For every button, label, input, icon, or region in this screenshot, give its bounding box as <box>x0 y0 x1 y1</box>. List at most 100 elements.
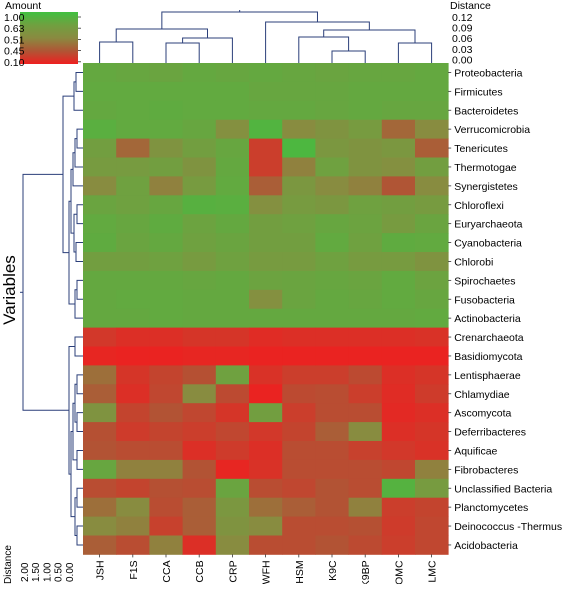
heatmap-cell <box>249 384 283 404</box>
heatmap-cell <box>282 327 316 347</box>
heatmap-cell <box>249 138 283 158</box>
row-label: Chlamydiae <box>454 389 510 401</box>
heatmap-cell <box>348 327 383 347</box>
left-distance-title: Distance <box>3 545 14 584</box>
dendrogram-branch <box>99 41 134 63</box>
heatmap-cell <box>415 497 449 517</box>
heatmap-cell <box>282 63 316 83</box>
heatmap-cell <box>415 270 449 291</box>
heatmap-cell <box>182 535 217 555</box>
heatmap-cell <box>83 157 117 177</box>
heatmap-cell <box>215 138 250 158</box>
heatmap-cell <box>381 157 416 177</box>
heatmap-cell <box>282 289 316 310</box>
heatmap-cell <box>315 459 349 480</box>
heatmap-cell <box>249 403 283 423</box>
column-label: CCA <box>161 560 173 582</box>
heatmap-cell <box>315 157 349 177</box>
heatmap-cell <box>249 195 283 215</box>
column-label: F1S <box>128 560 140 579</box>
heatmap-cell <box>381 535 416 555</box>
heatmap-cell <box>215 459 250 480</box>
heatmap-cell <box>182 233 217 253</box>
heatmap-cell <box>182 252 217 272</box>
heatmap-cell <box>249 346 283 366</box>
heatmap-cell <box>348 119 383 139</box>
heatmap-cell <box>381 516 416 536</box>
heatmap-cell <box>182 441 217 461</box>
heatmap-cell <box>182 100 217 121</box>
heatmap-cell <box>381 327 416 347</box>
dendrogram-branch <box>397 42 433 63</box>
row-label: Firmicutes <box>454 86 502 98</box>
dendrogram-branch <box>331 50 366 63</box>
heatmap-cell <box>348 459 383 480</box>
heatmap-cell <box>282 365 316 385</box>
heatmap-cell <box>315 441 349 461</box>
column-labels: JSH F1S CCA CCB CRP WFH HSM K9C K9BP OMC LMC <box>95 554 439 587</box>
dendrogram-branch <box>22 173 69 411</box>
row-label: Deferribacteres <box>454 427 526 439</box>
heatmap-cell <box>116 441 150 461</box>
heatmap-cell <box>149 459 183 480</box>
heatmap-cell <box>249 176 283 196</box>
heatmap-cell <box>116 63 150 83</box>
heatmap-cell <box>215 365 250 385</box>
top-distance-tick-label: 0.06 <box>452 33 473 45</box>
row-label: Fusobacteria <box>454 294 515 306</box>
heatmap-cell <box>83 100 117 121</box>
heatmap-cell <box>348 422 383 442</box>
heatmap-cell <box>116 459 150 480</box>
heatmap-cell <box>83 516 117 536</box>
heatmap-cell <box>282 346 316 366</box>
heatmap-cell <box>182 157 217 177</box>
heatmap-cell <box>249 327 283 347</box>
heatmap-cell <box>116 535 150 555</box>
heatmap-cell <box>83 308 117 328</box>
heatmap-cell <box>83 81 117 102</box>
heatmap-cell <box>215 214 250 234</box>
dendrogram-branch <box>76 374 83 395</box>
column-label: JSH <box>95 560 107 580</box>
heatmap-cell <box>415 403 449 423</box>
heatmap-cell <box>249 100 283 121</box>
heatmap-cell <box>149 119 183 139</box>
heatmap-cell <box>83 270 117 291</box>
heatmap-cell <box>415 308 449 328</box>
heatmap-cell <box>249 119 283 139</box>
heatmap-cell <box>215 233 250 253</box>
heatmap-cell <box>149 478 183 499</box>
heatmap-cell <box>116 252 150 272</box>
heatmap-cell <box>415 157 449 177</box>
heatmap-cell <box>116 478 150 499</box>
heatmap-cell <box>83 63 117 83</box>
heatmap-cell <box>149 157 183 177</box>
heatmap-cell <box>149 441 183 461</box>
heatmap-cell <box>415 478 449 499</box>
heatmap-cell <box>149 81 183 102</box>
heatmap-cell <box>182 327 217 347</box>
heatmap-cell <box>116 327 150 347</box>
heatmap-cell <box>315 214 349 234</box>
heatmap-cell <box>182 308 217 328</box>
heatmap-cell <box>182 289 217 310</box>
heatmap-cell <box>149 289 183 310</box>
left-distance-tick-label: 1.00 <box>42 562 53 582</box>
top-distance-tick-label: 0.12 <box>452 12 473 24</box>
row-label: Lentisphaerae <box>454 370 521 382</box>
heatmap-cell <box>149 535 183 555</box>
heatmap-cell <box>282 384 316 404</box>
heatmap-cell <box>415 119 449 139</box>
dendrogram-branch <box>76 487 83 508</box>
heatmap-cell <box>282 478 316 499</box>
row-label: Thermotogae <box>454 162 517 174</box>
heatmap-cell <box>381 63 416 83</box>
heatmap-cell <box>249 497 283 517</box>
heatmap-cell <box>381 459 416 480</box>
heatmap-cell <box>348 346 383 366</box>
heatmap-cell <box>315 195 349 215</box>
left-distance-tick-label: 2.00 <box>20 562 31 582</box>
heatmap-cell <box>282 459 316 480</box>
heatmap-cell <box>116 176 150 196</box>
